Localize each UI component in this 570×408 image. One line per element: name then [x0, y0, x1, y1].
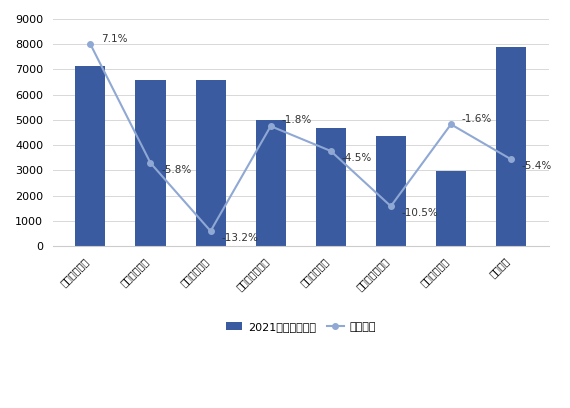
Text: -1.6%: -1.6% — [462, 113, 492, 124]
Bar — [376, 135, 406, 246]
Bar — [496, 47, 526, 246]
Text: -4.5%: -4.5% — [341, 153, 372, 163]
Legend: 2021年招生计划数, 变动幅度: 2021年招生计划数, 变动幅度 — [221, 317, 380, 336]
Bar — [196, 80, 226, 246]
Bar — [75, 66, 105, 246]
Bar — [256, 120, 286, 246]
Text: -1.8%: -1.8% — [282, 115, 312, 125]
Bar — [436, 171, 466, 246]
Text: 7.1%: 7.1% — [101, 34, 128, 44]
Text: -5.4%: -5.4% — [522, 161, 552, 171]
Text: -10.5%: -10.5% — [402, 208, 438, 218]
Text: -5.8%: -5.8% — [161, 165, 192, 175]
Bar — [136, 80, 165, 246]
Bar — [316, 128, 346, 246]
Text: -13.2%: -13.2% — [221, 233, 258, 243]
